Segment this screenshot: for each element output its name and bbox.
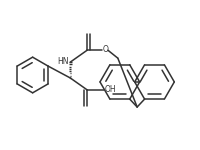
Text: O: O <box>103 45 109 54</box>
Text: HN: HN <box>57 57 69 66</box>
Text: OH: OH <box>104 85 116 94</box>
